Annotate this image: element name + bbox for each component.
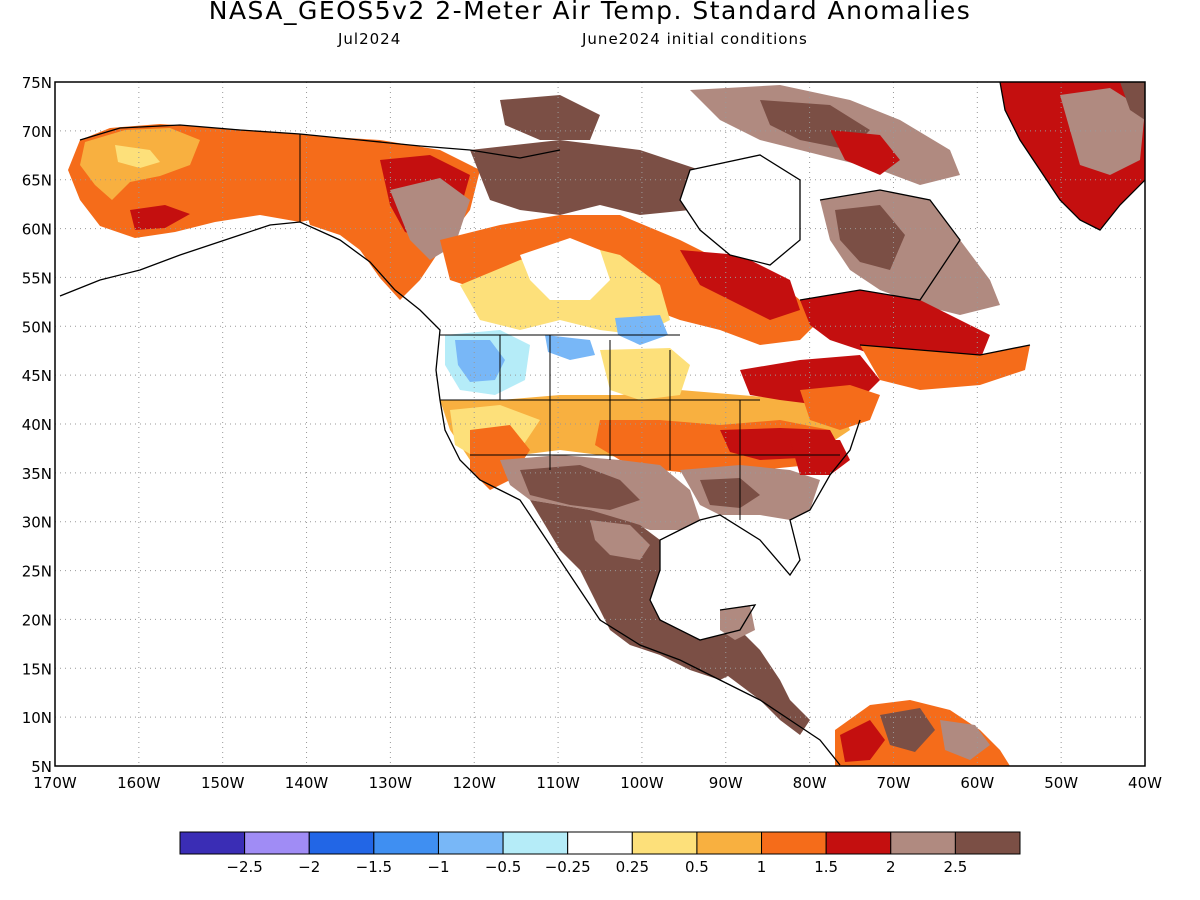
colorbar-swatch [308, 831, 375, 855]
colorbar-swatch [696, 831, 763, 855]
colorbar-label: 0.25 [616, 858, 649, 876]
lon-label: 120W [452, 774, 496, 792]
anomaly-region-southwest-dark [520, 465, 640, 510]
colorbar-swatch [954, 831, 1021, 855]
initial-conditions: June2024 initial conditions [582, 30, 808, 48]
colorbar: −2.5 −2 −1.5 −1 −0.5 −0.25 0.25 0.5 1 1.5 2 2.5 [179, 831, 1021, 876]
anomaly-region-southeast-dark [700, 478, 760, 508]
anomaly-region-dakota-yellow [600, 348, 690, 400]
colorbar-swatch [373, 831, 439, 855]
colorbar-label: 2.5 [943, 858, 967, 876]
anomaly-region-greenland-brown [1060, 88, 1145, 175]
anomaly-region-prairies-white [520, 238, 610, 300]
anomaly-region-alaska-warm-2 [115, 145, 160, 168]
lat-label: 65N [22, 172, 52, 190]
map-title: NASA_GEOS5v2 2-Meter Air Temp. Standard … [208, 0, 972, 25]
anomaly-region-south-america-hot [840, 720, 885, 762]
lon-label: 130W [369, 774, 413, 792]
anomaly-region-montana-cool [545, 335, 595, 360]
anomaly-region-maritimes [860, 345, 1030, 390]
anomaly-region-arctic-brown [470, 140, 700, 215]
colorbar-label: −0.5 [485, 858, 521, 876]
lat-label: 40N [22, 416, 52, 434]
anomaly-region-quebec-red [800, 290, 990, 370]
lon-label: 140W [285, 774, 329, 792]
state-borders [299, 134, 840, 520]
lon-label: 60W [960, 774, 994, 792]
lat-label: 30N [22, 514, 52, 532]
lon-label: 170W [33, 774, 77, 792]
anomaly-region-quebec-dark [835, 205, 905, 270]
lat-label: 50N [22, 318, 52, 336]
lat-label: 5N [31, 758, 52, 776]
longitude-labels: 170W 160W 150W 140W 130W 120W 110W 100W 90W 80W 70… [33, 774, 1162, 792]
anomaly-region-greenland-dark [1120, 82, 1145, 120]
colorbar-label: 0.5 [685, 858, 709, 876]
anomaly-region-northeast [800, 385, 880, 430]
anomaly-region-arctic-brown-2 [500, 95, 600, 140]
map-frame [54, 81, 1146, 767]
colorbar-label: 2 [886, 858, 896, 876]
lon-label: 50W [1044, 774, 1078, 792]
colorbar-swatch [761, 831, 827, 855]
anomaly-region-yucatan [720, 605, 755, 640]
lon-label: 110W [536, 774, 580, 792]
anomaly-region-venezuela [940, 720, 990, 760]
lon-label: 150W [201, 774, 245, 792]
lon-label: 40W [1128, 774, 1162, 792]
anomaly-region-mexico-light [590, 520, 650, 560]
lat-label: 55N [22, 269, 52, 287]
forecast-month: Jul2024 [338, 30, 402, 48]
lon-label: 100W [620, 774, 664, 792]
colorbar-label: −1.5 [356, 858, 392, 876]
colorbar-swatch [244, 831, 310, 855]
lon-label: 70W [877, 774, 911, 792]
lat-label: 15N [22, 660, 52, 678]
colorbar-label: −2 [298, 858, 320, 876]
lat-label: 75N [22, 74, 52, 92]
lon-label: 80W [793, 774, 827, 792]
lon-label: 90W [709, 774, 743, 792]
lat-label: 25N [22, 563, 52, 581]
anomaly-region-sierra-orange [470, 425, 530, 490]
lat-label: 20N [22, 611, 52, 629]
anomaly-region-south-america-brown [880, 708, 935, 752]
anomaly-region-carolinas [790, 440, 850, 475]
lon-label: 160W [117, 774, 161, 792]
colorbar-label: −0.25 [545, 858, 591, 876]
anomaly-region-alaska-hot [130, 205, 190, 230]
lat-label: 70N [22, 123, 52, 141]
lat-label: 60N [22, 221, 52, 239]
anomaly-region-mexico [530, 500, 740, 680]
colorbar-label: −2.5 [226, 858, 262, 876]
latitude-labels: 75N 70N 65N 60N 55N 50N 45N 40N 35N 30N 25N 20N 15N 1… [22, 74, 52, 776]
coastlines [59, 82, 1145, 766]
anomaly-region-manitoba-cool [615, 315, 668, 345]
lat-label: 45N [22, 367, 52, 385]
colorbar-label: 1.5 [814, 858, 838, 876]
colorbar-swatch [890, 831, 956, 855]
lat-label: 10N [22, 709, 52, 727]
anomaly-region-canada-hot [680, 250, 800, 320]
anomaly-region-central-america [700, 630, 810, 735]
colorbar-swatch [631, 831, 698, 855]
anomaly-region-pnw-blue [455, 340, 505, 382]
colorbar-swatch [179, 831, 246, 855]
colorbar-swatch [825, 831, 892, 855]
anomaly-region-baffin-red [830, 130, 900, 175]
colorbar-label: 1 [757, 858, 767, 876]
lat-label: 35N [22, 465, 52, 483]
colorbar-swatch [502, 831, 569, 855]
map-body [68, 82, 1145, 766]
colorbar-label: −1 [427, 858, 449, 876]
colorbar-swatch [437, 831, 504, 855]
colorbar-swatch [567, 831, 633, 855]
